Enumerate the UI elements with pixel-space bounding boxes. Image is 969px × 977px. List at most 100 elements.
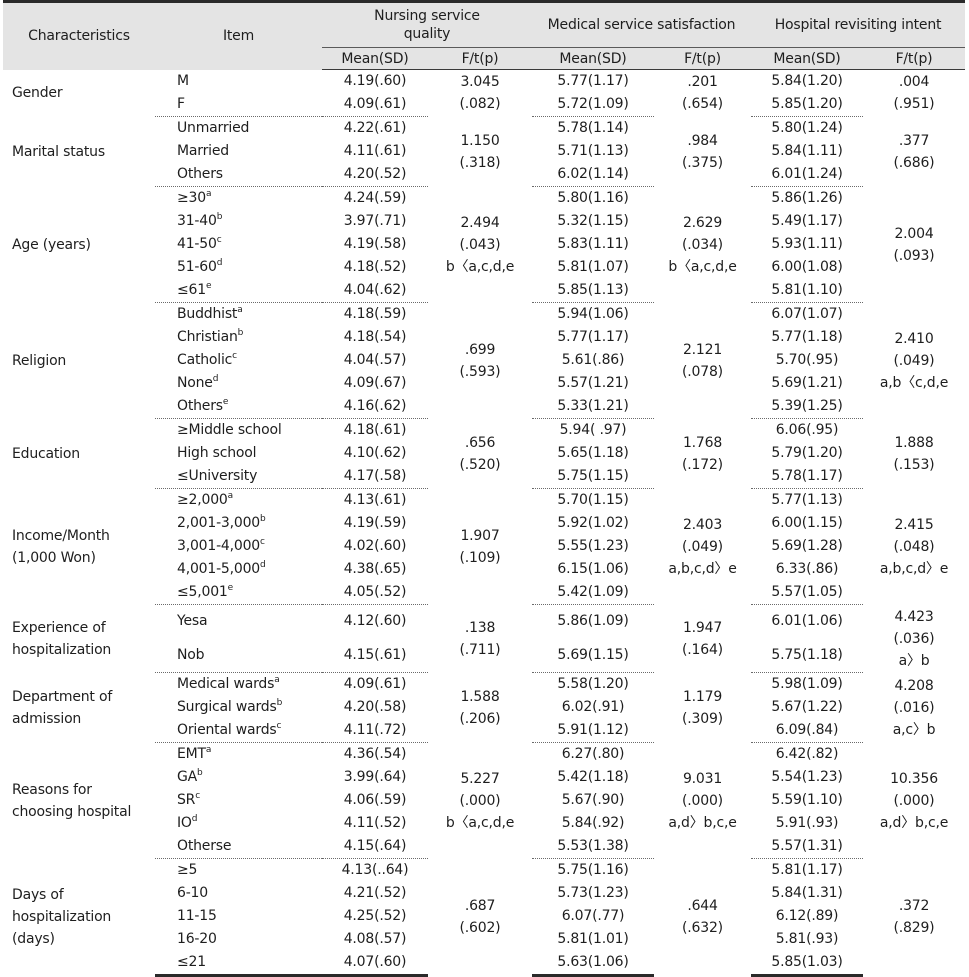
nursing-mean-sd: 4.22(.61) (343, 120, 407, 136)
stat-line: 2.494 (460, 214, 500, 231)
table-row: 4,001-5,000d 4.38(.65) 6.15(1.06) 6.33(.86) (3, 558, 965, 581)
item-superscript: a (237, 305, 243, 315)
table-row: Income/Month (1,000 Won) ≥2,000a 4.13(.61)… (3, 489, 965, 577)
item-label: ≤61e (155, 279, 322, 303)
stat-line: b〈a,c,d,e (445, 814, 515, 831)
nursing-f-t-p: .699 (.593) (428, 303, 532, 419)
table-row: 41-50c 4.19(.58) 5.83(1.11) 5.93(1.11) (3, 233, 965, 256)
item-superscript: a (227, 491, 234, 501)
item-label: GAb (155, 766, 322, 789)
stat-line: .984 (687, 132, 718, 149)
table-row: Religion Buddhista 4.18(.59) .699 (.593) 5.94… (3, 303, 965, 391)
medical-mean-sd: 5.75(1.16) (557, 862, 629, 878)
stat-line: (.172) (682, 456, 723, 473)
nursing-mean-sd: 4.21(.52) (343, 885, 407, 901)
item-label: M (155, 70, 322, 94)
item-label: Oriental wardsc (155, 719, 322, 743)
hospital-mean-sd: 5.81(1.17) (771, 862, 843, 878)
nursing-mean-sd: 4.16(.62) (322, 395, 428, 419)
hospital-mean-sd: 6.07(1.07) (771, 306, 843, 322)
item-label: EMTa (155, 743, 322, 767)
nursing-mean-sd: 4.11(.61) (343, 143, 407, 159)
nursing-mean-sd: 4.12(.60) (343, 613, 407, 630)
nursing-mean-sd: 4.09(.61) (343, 676, 407, 692)
stat-line: a〉b (898, 652, 930, 669)
stat-line: (.309) (682, 710, 723, 727)
item-label: 11-15 (155, 905, 322, 928)
stat-line: (.711) (459, 641, 501, 658)
item-superscript: d (191, 814, 198, 824)
medical-mean-sd: 5.94(1.06) (557, 306, 629, 322)
results-table: Characteristics Item Nursing service qua… (3, 0, 966, 977)
stat-line: .201 (687, 74, 718, 91)
stat-line: 1.947 (682, 619, 723, 636)
hospital-mean-sd: 5.84(1.31) (771, 885, 843, 901)
item-label: ≤21 (155, 951, 322, 977)
hospital-mean-sd: 5.70(.95) (775, 352, 839, 368)
stat-line: (.375) (682, 154, 723, 171)
item-label: High school (155, 442, 322, 465)
nursing-mean-sd: 4.04(.57) (343, 352, 407, 368)
item-superscript: a (205, 745, 212, 755)
hospital-mean-sd: 5.81(1.10) (751, 279, 863, 303)
medical-f-t-p: 1.179 (.309) (654, 673, 751, 743)
header-medical-service-satisfaction: Medical service satisfaction (532, 0, 751, 48)
stat-line: (.000) (682, 792, 723, 809)
nursing-mean-sd: 4.13(.61) (343, 492, 407, 508)
nursing-mean-sd: 4.24(.59) (343, 190, 407, 206)
stat-line: (.078) (682, 363, 723, 380)
hospital-mean-sd: 5.75(1.18) (751, 638, 863, 673)
table-row: Surgical wardsb 4.20(.58) 6.02(.91) 5.67(1.… (3, 696, 965, 719)
characteristic-label: Department of admission (12, 688, 113, 727)
stat-line: 2.004 (894, 225, 934, 242)
item-text: 51-60 (177, 259, 217, 275)
medical-mean-sd: 5.78(1.14) (557, 120, 629, 136)
medical-f-t-p: 1.947 (.164) (654, 605, 751, 673)
stat-line: 10.356 (890, 770, 938, 787)
stat-line: (.829) (893, 920, 935, 936)
item-text: Christian (177, 329, 238, 345)
table-row: Education ≥Middle school 4.18(.61) .656 (.52… (3, 419, 965, 473)
item-label: F (155, 93, 322, 117)
stat-line: 4.423 (894, 608, 934, 625)
medical-mean-sd: 5.32(1.15) (557, 213, 629, 229)
medical-mean-sd: 5.61(.86) (561, 352, 625, 368)
medical-mean-sd: 5.94( .97) (559, 422, 627, 438)
stat-line: (.093) (893, 247, 935, 264)
hospital-mean-sd: 5.49(1.17) (771, 213, 843, 229)
medical-mean-sd: 5.69(1.15) (532, 638, 654, 673)
table-row: Age (years) ≥30a 4.24(.59) 2.494 (.043) b〈a,c… (3, 187, 965, 275)
item-text: ≥Middle school (177, 422, 282, 438)
medical-mean-sd: 5.42(1.18) (557, 769, 629, 785)
header-f-t-p: F/t(p) (428, 47, 532, 70)
item-text: Catholic (177, 352, 233, 368)
item-text: 41-50 (177, 236, 217, 252)
hospital-mean-sd: 5.59(1.10) (771, 792, 843, 808)
stat-line: (.632) (682, 920, 723, 936)
nursing-mean-sd: 4.05(.52) (322, 581, 428, 605)
medical-mean-sd: 5.33(1.21) (532, 395, 654, 419)
stat-line: 3.045 (460, 74, 500, 91)
hospital-mean-sd: 6.06(.95) (775, 422, 839, 438)
item-label: IOd (155, 812, 322, 835)
nursing-mean-sd: 3.97(.71) (343, 213, 407, 229)
medical-mean-sd: 5.70(1.15) (557, 492, 629, 508)
medical-mean-sd: 5.57(1.21) (557, 375, 629, 391)
nursing-f-t-p: .656 (.520) (428, 419, 532, 489)
stat-line: 1.768 (682, 434, 723, 451)
item-text: Surgical wards (177, 699, 277, 715)
stat-line: (.049) (893, 352, 935, 369)
nursing-mean-sd: 4.09(.61) (322, 93, 428, 117)
hospital-mean-sd: 6.00(1.15) (771, 515, 843, 531)
nursing-mean-sd: 3.99(.64) (343, 769, 407, 785)
medical-mean-sd: 5.77(1.17) (557, 73, 629, 89)
stat-line: 2.410 (894, 330, 934, 347)
table-row: Nob 4.15(.61) 5.69(1.15) 5.75(1.18) (3, 638, 965, 673)
item-text: ≥2,000 (177, 492, 228, 508)
item-superscript: b (276, 698, 283, 708)
item-label: Buddhista (155, 303, 322, 327)
stat-line: 1.907 (460, 527, 500, 544)
nursing-mean-sd: 4.11(.72) (322, 719, 428, 743)
nursing-mean-sd: 4.20(.58) (343, 699, 407, 715)
stat-line: .699 (464, 341, 496, 358)
